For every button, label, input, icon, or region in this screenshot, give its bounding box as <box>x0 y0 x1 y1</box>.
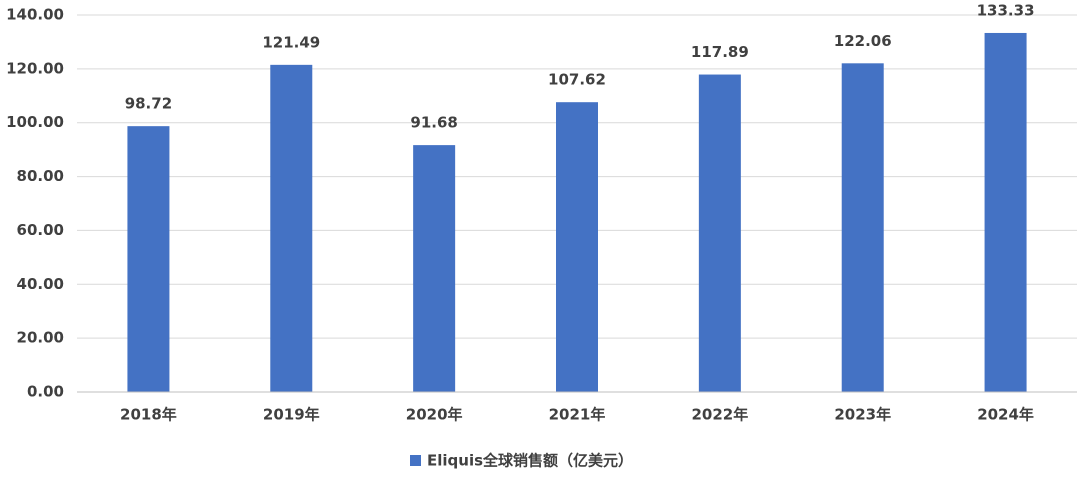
bar <box>984 32 1027 392</box>
bar <box>698 74 741 393</box>
x-tick-label: 2024年 <box>977 406 1034 424</box>
data-label: 122.06 <box>834 32 892 50</box>
data-label: 107.62 <box>548 71 606 89</box>
y-tick-label: 60.00 <box>17 221 64 239</box>
x-tick-label: 2019年 <box>263 406 320 424</box>
x-tick-label: 2018年 <box>120 406 177 424</box>
bar <box>270 64 313 392</box>
y-tick-label: 120.00 <box>6 59 64 77</box>
data-label: 91.68 <box>410 114 457 132</box>
x-tick-label: 2022年 <box>691 406 748 424</box>
x-tick-label: 2023年 <box>834 406 891 424</box>
y-tick-label: 140.00 <box>6 6 64 24</box>
bar <box>413 145 456 392</box>
y-tick-label: 80.00 <box>17 167 64 185</box>
legend-swatch <box>410 455 421 466</box>
bar <box>556 102 598 393</box>
data-label: 121.49 <box>262 33 320 51</box>
y-tick-label: 100.00 <box>6 113 64 131</box>
data-label: 133.33 <box>977 1 1035 19</box>
legend-label: Eliquis全球销售额（亿美元） <box>427 452 633 470</box>
y-tick-label: 20.00 <box>17 329 64 347</box>
data-label: 117.89 <box>691 43 749 61</box>
data-label: 98.72 <box>125 95 172 113</box>
x-tick-label: 2021年 <box>549 406 606 424</box>
y-tick-label: 40.00 <box>17 275 64 293</box>
bar <box>127 126 170 393</box>
bar <box>841 63 884 393</box>
y-tick-label: 0.00 <box>27 383 64 401</box>
x-tick-label: 2020年 <box>406 406 463 424</box>
